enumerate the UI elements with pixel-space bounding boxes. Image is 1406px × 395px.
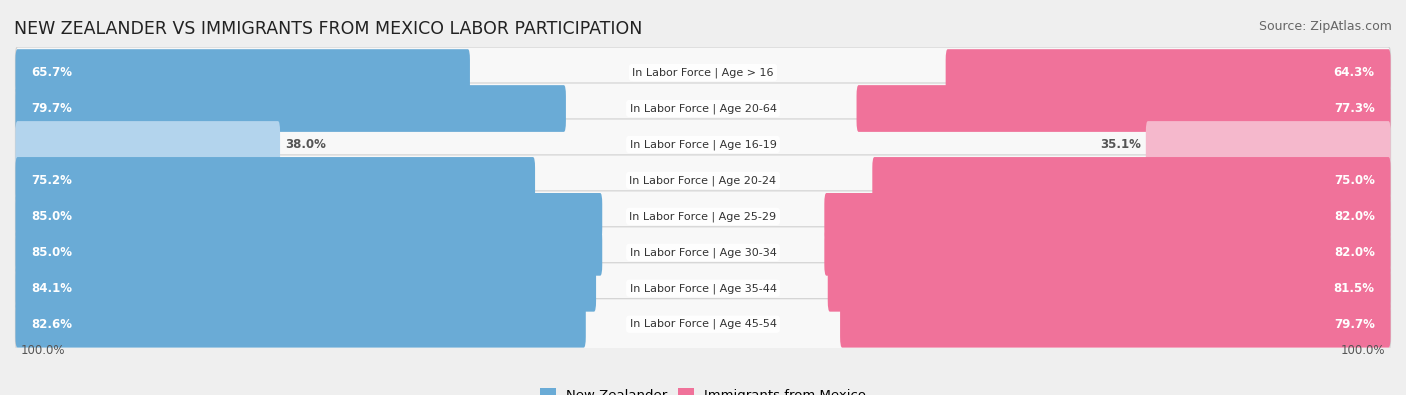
Text: 82.0%: 82.0% xyxy=(1334,246,1375,259)
Text: 38.0%: 38.0% xyxy=(285,138,326,151)
Text: 82.6%: 82.6% xyxy=(31,318,72,331)
Text: In Labor Force | Age 30-34: In Labor Force | Age 30-34 xyxy=(630,247,776,258)
FancyBboxPatch shape xyxy=(15,301,586,348)
Text: 81.5%: 81.5% xyxy=(1334,282,1375,295)
FancyBboxPatch shape xyxy=(15,193,602,240)
Text: 64.3%: 64.3% xyxy=(1334,66,1375,79)
FancyBboxPatch shape xyxy=(15,119,1391,170)
Text: 65.7%: 65.7% xyxy=(31,66,72,79)
Text: 100.0%: 100.0% xyxy=(21,344,66,357)
FancyBboxPatch shape xyxy=(15,299,1391,350)
Text: 100.0%: 100.0% xyxy=(1340,344,1385,357)
Text: In Labor Force | Age 20-64: In Labor Force | Age 20-64 xyxy=(630,103,776,114)
Text: In Labor Force | Age 35-44: In Labor Force | Age 35-44 xyxy=(630,283,776,293)
FancyBboxPatch shape xyxy=(841,301,1391,348)
Text: 75.0%: 75.0% xyxy=(1334,174,1375,187)
Text: NEW ZEALANDER VS IMMIGRANTS FROM MEXICO LABOR PARTICIPATION: NEW ZEALANDER VS IMMIGRANTS FROM MEXICO … xyxy=(14,20,643,38)
FancyBboxPatch shape xyxy=(15,121,280,168)
FancyBboxPatch shape xyxy=(15,155,1391,206)
FancyBboxPatch shape xyxy=(15,49,470,96)
Text: 84.1%: 84.1% xyxy=(31,282,72,295)
FancyBboxPatch shape xyxy=(15,191,1391,242)
FancyBboxPatch shape xyxy=(15,157,536,204)
FancyBboxPatch shape xyxy=(15,227,1391,278)
FancyBboxPatch shape xyxy=(828,265,1391,312)
FancyBboxPatch shape xyxy=(946,49,1391,96)
FancyBboxPatch shape xyxy=(856,85,1391,132)
Text: 85.0%: 85.0% xyxy=(31,246,72,259)
FancyBboxPatch shape xyxy=(824,193,1391,240)
Text: 85.0%: 85.0% xyxy=(31,210,72,223)
FancyBboxPatch shape xyxy=(15,229,602,276)
Text: In Labor Force | Age 16-19: In Labor Force | Age 16-19 xyxy=(630,139,776,150)
Text: In Labor Force | Age 20-24: In Labor Force | Age 20-24 xyxy=(630,175,776,186)
Text: 82.0%: 82.0% xyxy=(1334,210,1375,223)
Text: In Labor Force | Age > 16: In Labor Force | Age > 16 xyxy=(633,67,773,78)
Text: 79.7%: 79.7% xyxy=(31,102,72,115)
FancyBboxPatch shape xyxy=(15,85,565,132)
Text: 35.1%: 35.1% xyxy=(1099,138,1142,151)
FancyBboxPatch shape xyxy=(15,47,1391,98)
FancyBboxPatch shape xyxy=(15,265,596,312)
FancyBboxPatch shape xyxy=(1146,121,1391,168)
FancyBboxPatch shape xyxy=(872,157,1391,204)
Text: 77.3%: 77.3% xyxy=(1334,102,1375,115)
Legend: New Zealander, Immigrants from Mexico: New Zealander, Immigrants from Mexico xyxy=(534,383,872,395)
Text: Source: ZipAtlas.com: Source: ZipAtlas.com xyxy=(1258,20,1392,33)
FancyBboxPatch shape xyxy=(15,83,1391,134)
Text: 75.2%: 75.2% xyxy=(31,174,72,187)
FancyBboxPatch shape xyxy=(15,263,1391,314)
Text: In Labor Force | Age 45-54: In Labor Force | Age 45-54 xyxy=(630,319,776,329)
FancyBboxPatch shape xyxy=(824,229,1391,276)
Text: In Labor Force | Age 25-29: In Labor Force | Age 25-29 xyxy=(630,211,776,222)
Text: 79.7%: 79.7% xyxy=(1334,318,1375,331)
